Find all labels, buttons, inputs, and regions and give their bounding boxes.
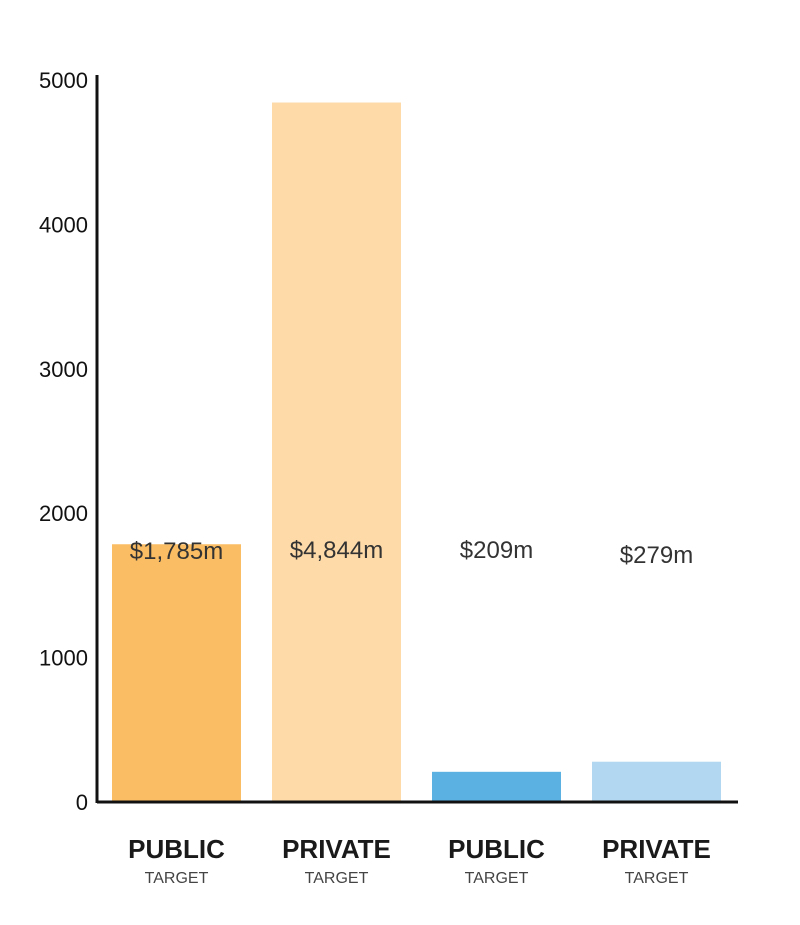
y-tick-label: 1000: [39, 646, 88, 671]
x-category-sublabel: TARGET: [145, 870, 209, 887]
x-category-sublabel: TARGET: [465, 870, 529, 887]
bar: [112, 544, 241, 802]
y-tick-label: 0: [76, 790, 88, 815]
bar-value-label: $279m: [620, 542, 693, 569]
bars-group: [112, 102, 721, 803]
y-tick-labels-group: 0 1000 2000 3000 4000 5000: [39, 68, 88, 815]
x-category-labels-group: PUBLIC TARGET PRIVATE TARGET PUBLIC TARGET PRI…: [128, 834, 711, 887]
bar-value-label: $209m: [460, 537, 533, 564]
value-labels-group: $1,785m $4,844m $209m $279m: [130, 537, 693, 569]
y-tick-label: 4000: [39, 212, 88, 237]
y-tick-label: 3000: [39, 357, 88, 382]
bar: [432, 771, 561, 802]
bar: [592, 761, 721, 802]
bar-value-label: $4,844m: [290, 537, 383, 564]
y-tick-label: 5000: [39, 68, 88, 93]
x-category-sublabel: TARGET: [625, 870, 689, 887]
x-category-sublabel: TARGET: [305, 870, 369, 887]
x-category-label: PUBLIC: [448, 834, 545, 864]
bar-value-label: $1,785m: [130, 538, 223, 565]
x-category-label: PUBLIC: [128, 834, 225, 864]
y-tick-label: 2000: [39, 501, 88, 526]
x-category-label: PRIVATE: [602, 834, 711, 864]
x-category-label: PRIVATE: [282, 834, 391, 864]
bar: [272, 102, 401, 803]
